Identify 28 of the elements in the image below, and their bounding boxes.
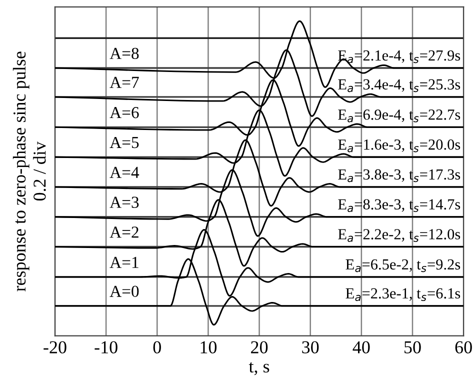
x-tick-label: 0 <box>153 341 161 354</box>
x-tick-label: -10 <box>94 341 118 354</box>
annotation: E$_{a}$=3.4e-4, t$_{s}$=25.3s <box>338 79 460 92</box>
series-label: A=0 <box>110 286 139 297</box>
series-label: A=8 <box>110 48 139 60</box>
x-tick-label: 10 <box>200 341 217 354</box>
x-tick-label: 60 <box>455 341 472 354</box>
series-label: A=2 <box>110 226 138 238</box>
annotation: E$_{a}$=8.3e-3, t$_{s}$=14.7s <box>338 199 460 212</box>
series-label: A=7 <box>110 76 139 88</box>
series-label: A=5 <box>110 136 139 148</box>
series-label: A=1 <box>110 256 138 268</box>
annotation: E$_{a}$=1.6e-3, t$_{s}$=20.0s <box>338 139 460 152</box>
x-tick-label: 20 <box>251 341 268 354</box>
annotation: E$_{a}$=6.9e-4, t$_{s}$=22.7s <box>338 110 460 122</box>
x-tick-label: -20 <box>44 341 66 354</box>
x-axis-title: t, s <box>248 362 270 376</box>
x-tick-label: 30 <box>302 341 319 354</box>
annotation: E$_{a}$=6.5e-2, t$_{s}$=9.2s <box>346 259 460 272</box>
x-tick-label: 40 <box>352 341 370 354</box>
series-label: A=3 <box>110 196 139 208</box>
annotation: E$_{a}$=2.3e-1, t$_{s}$=6.1s <box>346 288 460 302</box>
annotation: E$_{a}$=2.2e-2, t$_{s}$=12.0s <box>338 229 460 242</box>
y-axis-title: response to zero-phase sinc pulse 0.2 / div <box>12 52 46 292</box>
x-tick-label: 50 <box>404 341 421 354</box>
series-label: A=4 <box>110 166 140 178</box>
annotation: E$_{a}$=3.8e-3, t$_{s}$=17.3s <box>338 169 460 182</box>
series-label: A=6 <box>110 107 139 118</box>
